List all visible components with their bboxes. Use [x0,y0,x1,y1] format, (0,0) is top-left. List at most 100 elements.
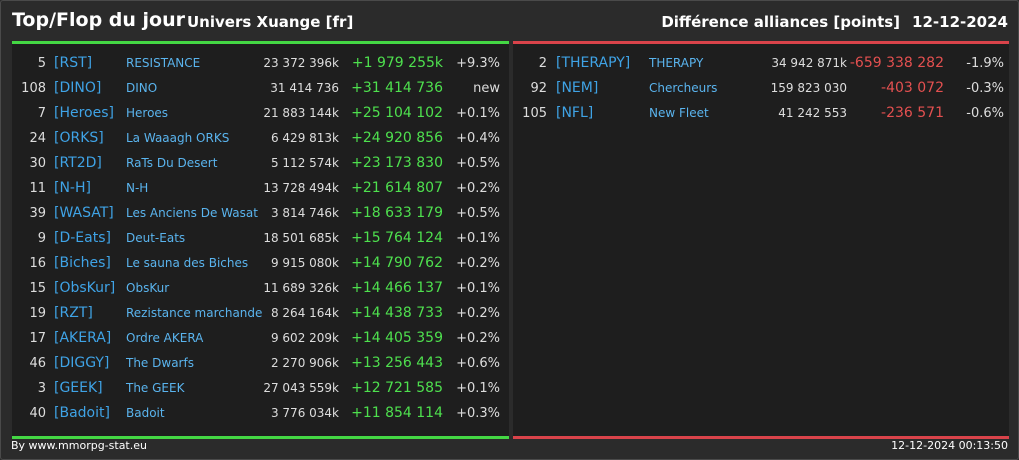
alliance-percent: +0.1% [456,281,500,296]
alliance-tag[interactable]: [WASAT] [54,205,114,221]
alliance-rank: 19 [29,306,46,321]
alliance-diff: +14 405 359 [351,330,443,346]
top-row: 39 [WASAT] Les Anciens De Wasat 3 814 746k +… [12,201,509,226]
top-row: 24 [ORKS] La Waaagh ORKS 6 429 813k +24 920 … [12,126,509,151]
alliance-name[interactable]: DINO [126,81,158,95]
top-row: 17 [AKERA] Ordre AKERA 9 602 209k +14 405 35… [12,326,509,351]
page-title: Top/Flop du jour [12,9,185,31]
alliance-tag[interactable]: [N-H] [54,180,91,196]
alliance-points: 2 270 906k [270,356,339,370]
alliance-rank: 3 [37,381,46,396]
alliance-name[interactable]: Heroes [126,106,169,120]
alliance-diff: +14 790 762 [351,255,443,271]
alliance-tag[interactable]: [THERAPY] [556,55,631,71]
alliance-diff: +14 438 733 [351,305,443,321]
alliance-percent: +0.5% [456,206,500,221]
alliance-rank: 24 [29,131,46,146]
alliance-name[interactable]: Badoit [126,406,165,420]
alliance-name[interactable]: Les Anciens De Wasat [126,206,258,220]
alliance-diff: +31 414 736 [351,80,443,96]
alliance-points: 27 043 559k [263,381,339,395]
alliance-points: 6 429 813k [270,131,339,145]
alliance-name[interactable]: The Dwarfs [126,356,194,370]
alliance-tag[interactable]: [DINO] [54,80,102,96]
alliance-name[interactable]: New Fleet [649,106,709,120]
alliance-rank: 108 [21,81,46,96]
alliance-diff: +13 256 443 [351,355,443,371]
top-row: 40 [Badoit] Badoit 3 776 034k +11 854 114 +0.… [12,401,509,426]
alliance-percent: +0.2% [456,181,500,196]
alliance-name[interactable]: Deut-Eats [126,231,186,245]
alliance-tag[interactable]: [GEEK] [54,380,103,396]
alliance-name[interactable]: Le sauna des Biches [126,256,249,270]
alliance-points: 5 112 574k [270,156,339,170]
alliance-diff: +15 764 124 [351,230,443,246]
alliance-rank: 46 [29,356,46,371]
alliance-percent: +0.2% [456,331,500,346]
header-right: Différence alliances [points] 12-12-2024 [661,13,1008,31]
alliance-tag[interactable]: [NEM] [556,80,599,96]
alliance-tag[interactable]: [Badoit] [54,405,110,421]
alliance-percent: +0.2% [456,306,500,321]
top-row: 19 [RZT] Rezistance marchande 8 264 164k +14… [12,301,509,326]
alliance-rank: 40 [29,406,46,421]
alliance-diff: +1 979 255k [351,55,443,71]
alliance-percent: +0.6% [456,356,500,371]
alliance-percent: -0.3% [966,81,1004,96]
alliance-points: 9 602 209k [270,331,339,345]
alliance-tag[interactable]: [D-Eats] [54,230,111,246]
flop-row: 105 [NFL] New Fleet 41 242 553 -236 571 -0.6% [513,101,1009,126]
alliance-name[interactable]: N-H [126,181,149,195]
top-panel: 5 [RST] RESISTANCE 23 372 396k +1 979 255k +9… [12,41,509,439]
alliance-percent: +0.4% [456,131,500,146]
alliance-name[interactable]: La Waaagh ORKS [126,131,230,145]
alliance-tag[interactable]: [ObsKur] [54,280,116,296]
top-row: 11 [N-H] N-H 13 728 494k +21 614 807 +0.2% [12,176,509,201]
alliance-percent: new [473,81,500,96]
flop-row: 2 [THERAPY] THERAPY 34 942 871k -659 338 282… [513,51,1009,76]
alliance-diff: +14 466 137 [351,280,443,296]
alliance-points: 3 776 034k [270,406,339,420]
alliance-name[interactable]: ObsKur [126,281,170,295]
top-row: 5 [RST] RESISTANCE 23 372 396k +1 979 255k +9… [12,51,509,76]
alliance-percent: -1.9% [966,56,1004,71]
alliance-tag[interactable]: [RZT] [54,305,93,321]
alliance-diff: +21 614 807 [351,180,443,196]
alliance-percent: +0.2% [456,256,500,271]
alliance-name[interactable]: Ordre AKERA [126,331,204,345]
top-row: 30 [RT2D] RaTs Du Desert 5 112 574k +23 173 … [12,151,509,176]
top-row: 15 [ObsKur] ObsKur 11 689 326k +14 466 137 +0… [12,276,509,301]
alliance-tag[interactable]: [ORKS] [54,130,104,146]
alliance-points: 9 915 080k [270,256,339,270]
alliance-tag[interactable]: [AKERA] [54,330,112,346]
top-row: 46 [DIGGY] The Dwarfs 2 270 906k +13 256 443… [12,351,509,376]
alliance-diff: -403 072 [881,80,944,96]
alliance-percent: +0.1% [456,106,500,121]
top-row: 9 [D-Eats] Deut-Eats 18 501 685k +15 764 124… [12,226,509,251]
alliance-points: 159 823 030 [770,81,847,95]
alliance-points: 8 264 164k [270,306,339,320]
alliance-name[interactable]: Rezistance marchande [126,306,263,320]
alliance-name[interactable]: Chercheurs [649,81,718,95]
alliance-rank: 30 [29,156,46,171]
alliance-name[interactable]: RaTs Du Desert [126,156,218,170]
alliance-tag[interactable]: [RST] [54,55,93,71]
alliance-points: 3 814 746k [270,206,339,220]
flop-panel: 2 [THERAPY] THERAPY 34 942 871k -659 338 282… [513,41,1009,439]
alliance-name[interactable]: THERAPY [649,56,704,70]
alliance-tag[interactable]: [DIGGY] [54,355,110,371]
alliance-points: 31 414 736 [270,81,339,95]
alliance-tag[interactable]: [Heroes] [54,105,114,121]
alliance-name[interactable]: The GEEK [126,381,185,395]
alliance-rank: 105 [522,106,547,121]
alliance-name[interactable]: RESISTANCE [126,56,201,70]
flop-row: 92 [NEM] Chercheurs 159 823 030 -403 072 -0.3… [513,76,1009,101]
section-title: Différence alliances [points] [661,13,901,31]
alliance-rank: 7 [37,106,46,121]
alliance-tag[interactable]: [RT2D] [54,155,102,171]
alliance-points: 41 242 553 [778,106,847,120]
alliance-tag[interactable]: [NFL] [556,105,594,121]
alliance-tag[interactable]: [Biches] [54,255,111,271]
alliance-percent: +9.3% [456,56,500,71]
